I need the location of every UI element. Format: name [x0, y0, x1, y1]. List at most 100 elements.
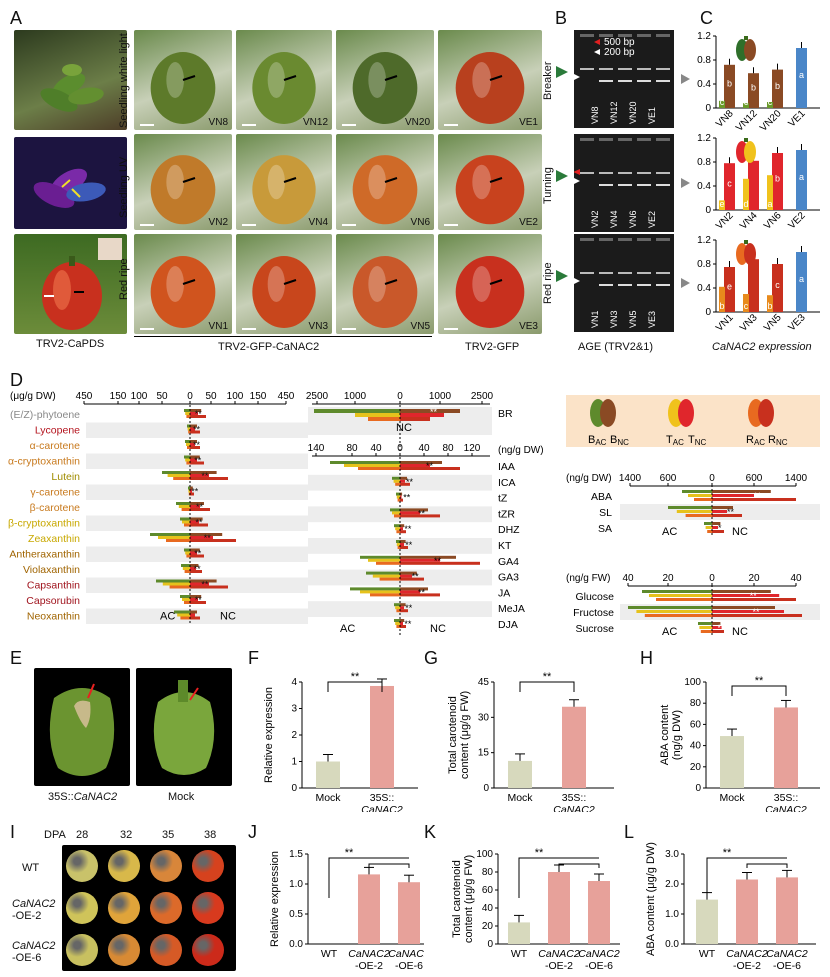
sig-letter: b	[751, 83, 756, 93]
bar-ac-r	[187, 446, 190, 449]
bar-ac-t	[396, 543, 400, 546]
pepper-highlight	[267, 164, 285, 200]
panel-label-b: B	[555, 8, 568, 28]
bar-ac-b	[184, 455, 190, 459]
marker-icon	[574, 74, 580, 80]
tick-label: 80	[442, 443, 454, 454]
pepper-icon	[600, 399, 616, 427]
compound-label: β-cryptoxanthin	[8, 518, 80, 530]
gel-band	[618, 272, 632, 274]
bar-nc-b	[400, 524, 405, 528]
legend-label: BAC	[588, 434, 607, 447]
bar-ac-t	[187, 427, 190, 431]
gel-band	[637, 80, 651, 82]
bar	[796, 252, 807, 312]
sig-mark: **	[418, 508, 426, 518]
bar-ac-b	[360, 555, 400, 559]
bar-nc-t	[400, 606, 404, 610]
bar-nc-t	[712, 594, 780, 597]
sig-mark: **	[204, 533, 212, 543]
marker-icon	[573, 169, 580, 175]
bar-ac-t	[182, 598, 190, 601]
scale-bar	[444, 224, 458, 226]
hormone-label: DJA	[498, 619, 518, 631]
panel-label-l: L	[624, 822, 635, 842]
pepper-photo: VN4	[236, 134, 332, 230]
sig-mark: **	[201, 471, 209, 481]
sig-bracket	[706, 857, 787, 898]
tomato-fruit	[108, 892, 140, 924]
gel-band	[618, 68, 632, 70]
tick-label: 0.8	[697, 157, 711, 168]
photo-label: VN4	[309, 217, 329, 228]
pepper-fruit	[352, 155, 418, 225]
bar-nc-r	[400, 467, 460, 470]
row-label-red-ripe: Red ripe	[118, 258, 130, 300]
gel-stage-label: Breaker	[542, 61, 554, 100]
bar-ac-r	[166, 539, 190, 542]
dpa-day: 38	[204, 829, 217, 841]
bar-nc-b	[190, 533, 223, 536]
nc-label: NC	[732, 626, 748, 638]
bar-nc-r	[190, 601, 206, 604]
axis-unit: (μg/g DW)	[10, 391, 56, 402]
scale-bar	[140, 124, 154, 126]
bar-ac-r	[379, 577, 400, 581]
ac-label: AC	[662, 526, 677, 538]
sig-mark: **	[194, 456, 202, 466]
legend-200bp: 200 bp	[604, 47, 635, 58]
hormone-label: tZR	[498, 508, 515, 520]
panel-label-i: I	[10, 822, 16, 842]
bar-ac-t	[395, 606, 400, 610]
panel-label-d: D	[10, 370, 23, 390]
item-label: Glucose	[575, 591, 614, 603]
tick-label: 2.0	[665, 879, 679, 890]
hormone-label: ICA	[498, 477, 516, 489]
pepper-icon	[744, 39, 756, 61]
sig-mark: **	[723, 847, 732, 859]
gel-well	[656, 138, 670, 141]
bar-nc-r	[190, 554, 204, 558]
panel-label-j: J	[248, 822, 257, 842]
row-band	[86, 422, 308, 438]
category-label: CaNAC2	[553, 804, 595, 812]
bar-nc-r	[712, 614, 802, 617]
bar-ac-r	[395, 482, 400, 486]
photo-label: VE1	[519, 117, 538, 128]
sig-bracket	[368, 863, 410, 868]
category-label: -OE-6	[395, 960, 423, 972]
arrow-icon	[384, 279, 398, 285]
hormone-label: GA3	[498, 572, 519, 584]
bar-nc-r	[400, 561, 480, 565]
label-trv2-gfp-canac2: TRV2-GFP-CaNAC2	[218, 341, 320, 353]
bar	[696, 899, 718, 944]
bar-ac-r	[707, 530, 712, 533]
bar-nc-r	[712, 530, 724, 533]
axis-unit: (ng/g DW)	[498, 445, 544, 456]
tick-label: 60	[482, 885, 494, 896]
panel-label-g: G	[424, 648, 439, 668]
bar-ac-r	[184, 601, 190, 604]
bar-nc-b	[190, 471, 217, 474]
bar-ac-t	[185, 412, 190, 415]
bar-nc-b	[400, 492, 403, 496]
bar	[508, 922, 530, 944]
label-35s-canac2: 35S::CaNAC2	[48, 791, 118, 803]
bar-nc-b	[400, 619, 405, 622]
category-label: WT	[321, 948, 338, 960]
bar-nc-t	[190, 505, 200, 508]
tick-label: 45	[478, 677, 490, 688]
bar-br	[368, 417, 400, 421]
tick-label: 0.0	[665, 939, 679, 950]
bar	[508, 760, 532, 788]
y-label: Relative expression	[263, 687, 275, 783]
photo-pds-ripe	[14, 234, 127, 334]
bar-inner	[743, 294, 749, 312]
tick-label: 1.2	[697, 235, 711, 246]
bar-ac-b	[176, 502, 190, 505]
bar-nc-t	[190, 412, 198, 415]
sig-letter: c	[775, 280, 780, 290]
bar-nc-t	[190, 551, 197, 555]
bar-nc-t	[190, 489, 192, 493]
category-label: 35S::	[562, 792, 587, 804]
